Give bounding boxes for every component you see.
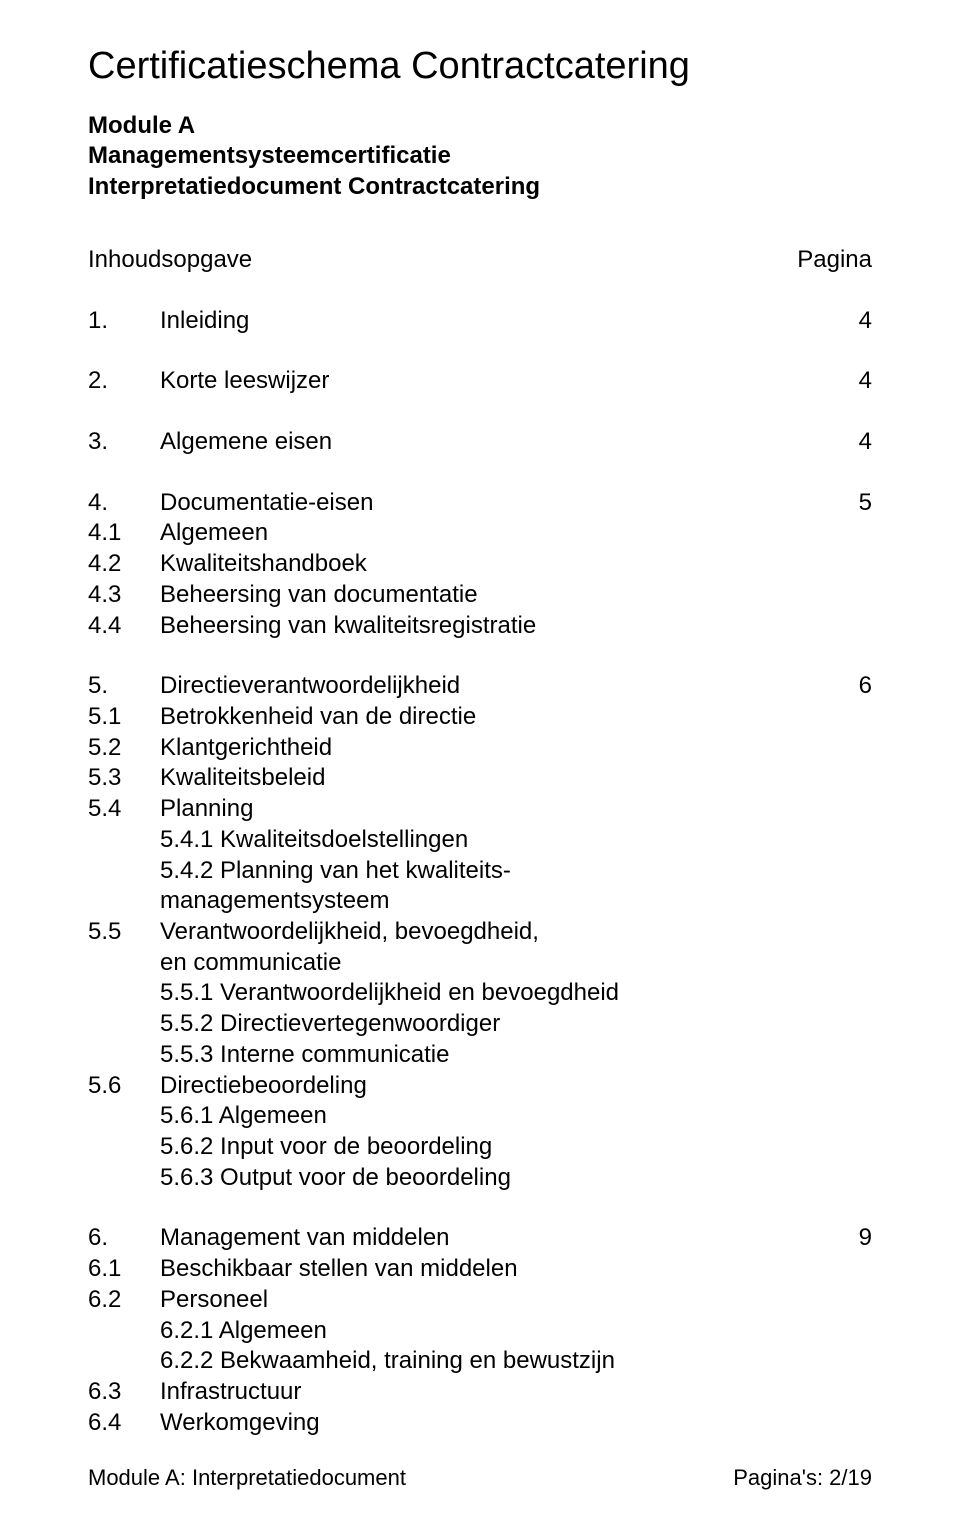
toc-subtext: Beheersing van kwaliteitsregistratie [160, 611, 536, 642]
toc-page: 4 [859, 427, 872, 458]
toc-subnum: 5.1 [88, 702, 160, 733]
toc-subtext: Kwaliteitsbeleid [160, 763, 325, 794]
toc-entry: 2. Korte leeswijzer 4 [88, 366, 872, 397]
toc-header: Inhoudsopgave Pagina [88, 245, 872, 276]
toc-page: 5 [859, 488, 872, 519]
toc-subsub: 5.4.2 Planning van het kwaliteits- [88, 856, 872, 887]
toc-header-right: Pagina [797, 245, 872, 276]
toc-subtext: Beheersing van documentatie [160, 580, 478, 611]
toc-num: 1. [88, 306, 160, 337]
toc-text: Inleiding [160, 306, 249, 337]
toc-subtext: Infrastructuur [160, 1377, 301, 1408]
footer-left: Module A: Interpretatiedocument [88, 1464, 406, 1492]
toc-subsub: managementsysteem [88, 886, 872, 917]
toc-text: Algemene eisen [160, 427, 332, 458]
toc-subtext: Verantwoordelijkheid, bevoegdheid, [160, 917, 539, 948]
toc-subsub: 5.5.1 Verantwoordelijkheid en bevoegdhei… [88, 978, 872, 1009]
toc-subnum: 4.3 [88, 580, 160, 611]
toc-subnum: 6.4 [88, 1408, 160, 1439]
toc-header-left: Inhoudsopgave [88, 245, 252, 276]
toc-subsub: 5.6.3 Output voor de beoordeling [88, 1163, 872, 1194]
header-line-3: Interpretatiedocument Contractcatering [88, 172, 872, 203]
toc-subtext: Planning [160, 794, 253, 825]
toc-section-6: 6. Management van middelen 9 6.1Beschikb… [88, 1223, 872, 1438]
toc-subnum: 5.4 [88, 794, 160, 825]
toc-subnum: 6.3 [88, 1377, 160, 1408]
toc-subnum: 4.2 [88, 549, 160, 580]
toc-subsub: 5.4.1 Kwaliteitsdoelstellingen [88, 825, 872, 856]
toc-text: Directieverantwoordelijkheid [160, 671, 460, 702]
toc-subtext: en communicatie [88, 948, 872, 979]
toc-entry: 3. Algemene eisen 4 [88, 427, 872, 458]
toc-subsub: 5.6.1 Algemeen [88, 1101, 872, 1132]
toc-subtext: Klantgerichtheid [160, 733, 332, 764]
toc-subnum: 5.3 [88, 763, 160, 794]
toc-text: Korte leeswijzer [160, 366, 329, 397]
toc-subnum: 5.5 [88, 917, 160, 948]
toc-subnum: 6.2 [88, 1285, 160, 1316]
page-footer: Module A: Interpretatiedocument Pagina's… [88, 1464, 872, 1492]
toc-page: 4 [859, 306, 872, 337]
toc-subtext: Werkomgeving [160, 1408, 320, 1439]
toc-subsub: 5.6.2 Input voor de beoordeling [88, 1132, 872, 1163]
toc-num: 5. [88, 671, 160, 702]
toc-num: 6. [88, 1223, 160, 1254]
toc-subtext: Personeel [160, 1285, 268, 1316]
toc-text: Documentatie-eisen [160, 488, 373, 519]
toc-page: 4 [859, 366, 872, 397]
toc-subsub: 5.5.2 Directievertegenwoordiger [88, 1009, 872, 1040]
toc-subnum: 5.2 [88, 733, 160, 764]
toc-subtext: Algemeen [160, 518, 268, 549]
toc-num: 4. [88, 488, 160, 519]
toc-subsub: 6.2.1 Algemeen [88, 1316, 872, 1347]
toc-text: Management van middelen [160, 1223, 450, 1254]
header-line-2: Managementsysteemcertificatie [88, 141, 872, 172]
document-header: Module A Managementsysteemcertificatie I… [88, 111, 872, 203]
toc-page: 9 [859, 1223, 872, 1254]
toc-subnum: 5.6 [88, 1071, 160, 1102]
toc-entry: 1. Inleiding 4 [88, 306, 872, 337]
toc-section-5: 5. Directieverantwoordelijkheid 6 5.1Bet… [88, 671, 872, 1193]
header-line-1: Module A [88, 111, 872, 142]
toc-num: 2. [88, 366, 160, 397]
toc-subtext: Betrokkenheid van de directie [160, 702, 476, 733]
toc-section-4: 4. Documentatie-eisen 5 4.1Algemeen 4.2K… [88, 488, 872, 642]
toc-subnum: 4.4 [88, 611, 160, 642]
toc-subsub: 5.5.3 Interne communicatie [88, 1040, 872, 1071]
toc-subtext: Kwaliteitshandboek [160, 549, 367, 580]
footer-right: Pagina's: 2/19 [733, 1464, 872, 1492]
toc-page: 6 [859, 671, 872, 702]
toc-subtext: Beschikbaar stellen van middelen [160, 1254, 518, 1285]
toc-subnum: 4.1 [88, 518, 160, 549]
toc-subtext: Directiebeoordeling [160, 1071, 367, 1102]
document-title: Certificatieschema Contractcatering [88, 42, 872, 91]
toc-subsub: 6.2.2 Bekwaamheid, training en bewustzij… [88, 1346, 872, 1377]
toc-subnum: 6.1 [88, 1254, 160, 1285]
toc-num: 3. [88, 427, 160, 458]
